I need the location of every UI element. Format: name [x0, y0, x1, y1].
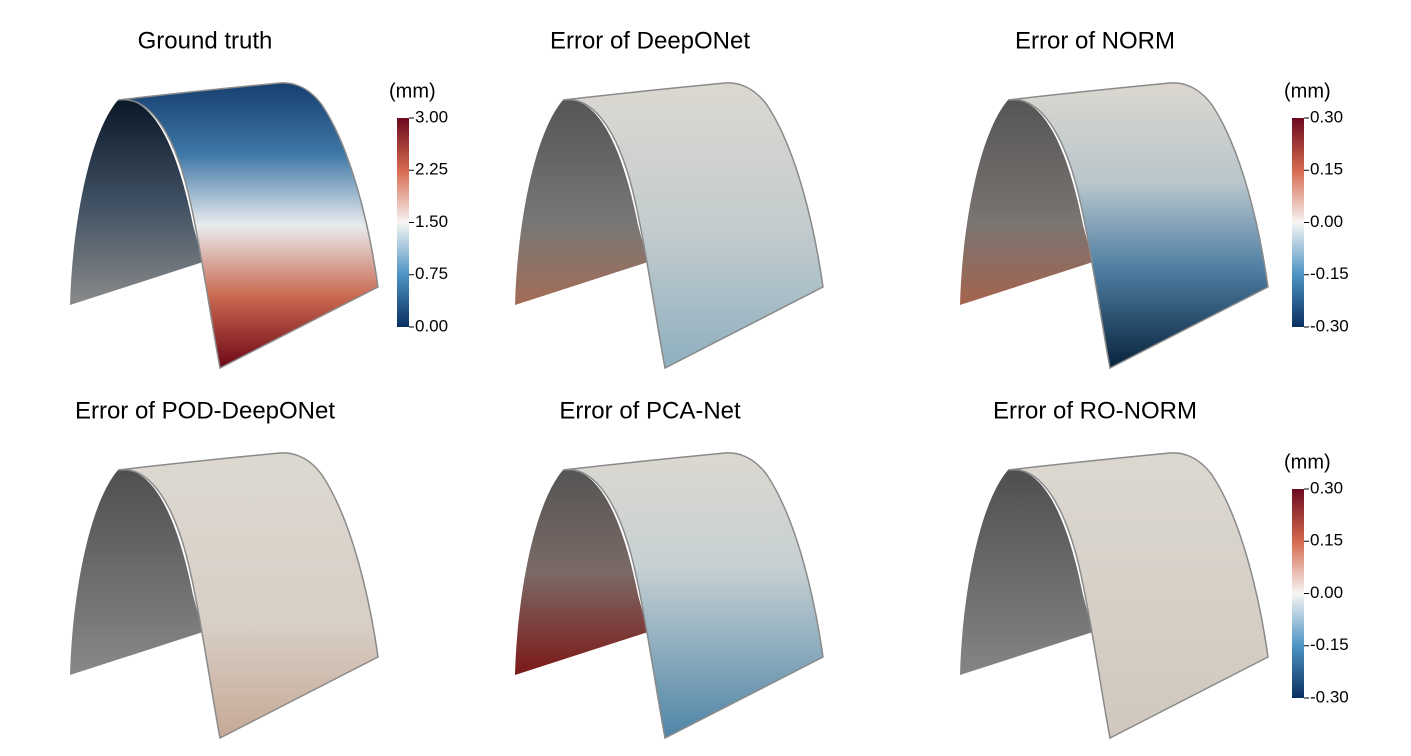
colorbar: [397, 118, 409, 327]
colorbar-tick-label: 0.30: [1310, 478, 1343, 497]
colorbar-tick-label: 0.00: [1310, 583, 1343, 602]
colorbar-tick-label: -0.15: [1310, 264, 1349, 283]
panel-title: Error of PCA-Net: [559, 397, 741, 424]
panel: [960, 82, 1269, 370]
panel-title: Error of POD-DeepONet: [75, 397, 335, 424]
surface-inner: [515, 99, 648, 305]
surface-outer: [562, 452, 824, 740]
colorbar-tick-label: -0.15: [1310, 635, 1349, 654]
surface-inner: [70, 99, 203, 305]
colorbar: [1292, 118, 1304, 327]
panel: [515, 452, 824, 740]
colorbar-unit: (mm): [389, 80, 436, 102]
colorbar-tick-label: 0.75: [415, 264, 448, 283]
colorbar-tick-label: 0.00: [415, 316, 448, 335]
colorbar-tick-label: 0.30: [1310, 107, 1343, 126]
colorbar-tick-label: 0.15: [1310, 160, 1343, 179]
colorbar: [1292, 489, 1304, 698]
surface-inner: [960, 469, 1093, 675]
colorbar-tick-label: 3.00: [415, 107, 448, 126]
colorbar-tick-label: 0.15: [1310, 531, 1343, 550]
panel: [70, 452, 379, 740]
surface-outer: [117, 452, 379, 740]
panel-title: Error of RO-NORM: [993, 397, 1197, 424]
panel: [515, 82, 824, 370]
colorbar-unit: (mm): [1284, 80, 1331, 102]
surface-inner: [960, 99, 1093, 305]
panel-title: Error of NORM: [1015, 27, 1175, 54]
colorbar-unit: (mm): [1284, 451, 1331, 473]
panel-title: Error of DeepONet: [550, 27, 750, 54]
colorbar-tick-label: 2.25: [415, 160, 448, 179]
surface-outer: [1007, 452, 1269, 740]
panel-title: Ground truth: [138, 27, 273, 54]
surface-inner: [515, 469, 648, 675]
colorbar-tick-label: 0.00: [1310, 212, 1343, 231]
colorbar-tick-label: 1.50: [415, 212, 448, 231]
surface-outer: [117, 82, 379, 370]
panel: [70, 82, 379, 370]
panel: [960, 452, 1269, 740]
surface-inner: [70, 469, 203, 675]
colorbar-tick-label: -0.30: [1310, 687, 1349, 706]
colorbar-tick-label: -0.30: [1310, 316, 1349, 335]
surface-outer: [1007, 82, 1269, 370]
surface-outer: [562, 82, 824, 370]
